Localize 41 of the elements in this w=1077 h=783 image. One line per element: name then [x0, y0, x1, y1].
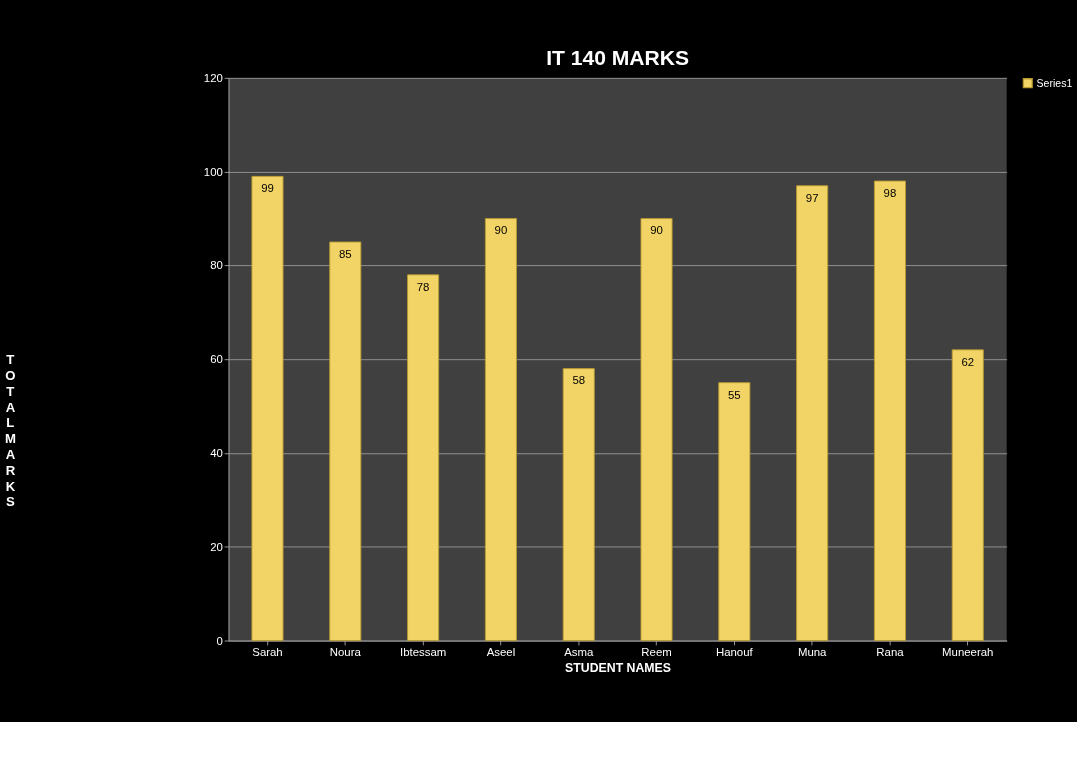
data-label: 99 [261, 182, 274, 195]
bar [562, 368, 595, 642]
x-axis-title: STUDENT NAMES [565, 660, 672, 675]
data-label: 78 [416, 280, 430, 293]
x-tick-label: Muna [797, 645, 828, 658]
x-tick-label: Noura [329, 645, 362, 658]
bar [484, 218, 517, 642]
data-label: 58 [572, 374, 586, 387]
x-tick-label: Sarah [252, 645, 283, 658]
chart-title: IT 140 MARKS [546, 45, 690, 69]
bar [718, 382, 751, 642]
bar [407, 274, 440, 642]
x-tick-label: Hanouf [715, 645, 754, 658]
x-tick-label: Ibtessam [399, 645, 447, 658]
bar [251, 175, 284, 642]
data-label: 85 [338, 247, 352, 260]
x-tick-label: Asma [564, 645, 594, 658]
y-tick-label: 60 [210, 353, 223, 366]
bar [951, 349, 984, 642]
text: TOTAL MARKS [4, 352, 16, 510]
x-tick-label: Rana [876, 645, 905, 658]
data-label: 55 [727, 388, 741, 401]
y-tick-label: 20 [210, 540, 223, 553]
x-tick-label: Aseel [486, 645, 516, 658]
bar [796, 185, 829, 642]
bar [640, 218, 673, 642]
x-tick-label: Reem [641, 645, 672, 658]
data-label: 98 [883, 186, 897, 199]
y-tick-label: 120 [203, 71, 223, 84]
data-label: 97 [805, 191, 819, 204]
y-tick-label: 0 [216, 634, 223, 647]
data-label: 90 [650, 224, 663, 237]
y-tick-label: 40 [210, 446, 223, 459]
x-tick-label: Muneerah [942, 645, 994, 658]
data-label: 62 [961, 355, 975, 368]
data-label: 90 [494, 224, 508, 237]
y-tick-label: 100 [203, 165, 223, 178]
bar [873, 180, 906, 642]
bar [329, 241, 362, 642]
y-tick-label: 80 [210, 259, 223, 272]
legend-label: Series1 [1036, 76, 1073, 89]
